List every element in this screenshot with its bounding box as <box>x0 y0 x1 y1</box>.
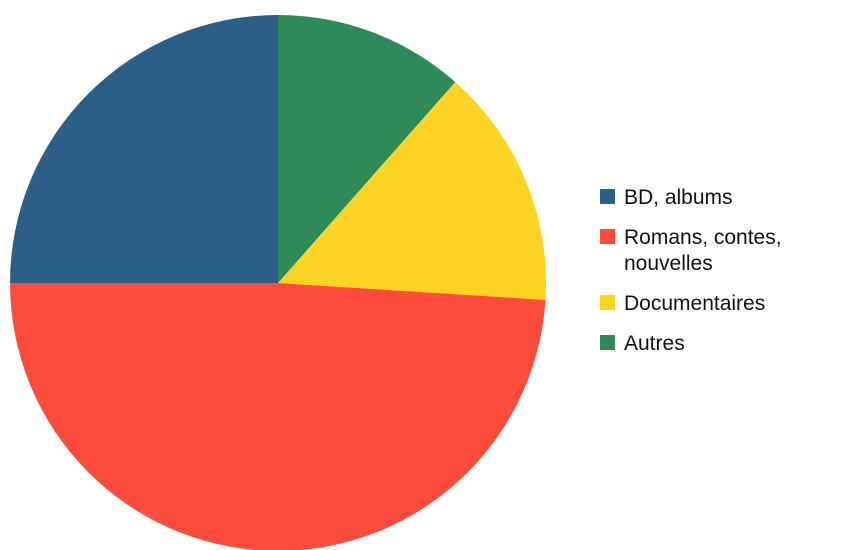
legend-item: Autres <box>600 332 685 355</box>
legend-label: Romans, contes, <box>624 226 782 249</box>
legend-label: BD, albums <box>624 186 733 209</box>
legend-swatch <box>600 295 615 310</box>
legend-item: Documentaires <box>600 292 765 315</box>
legend-label: Autres <box>624 332 685 355</box>
pie-slice-autres <box>278 15 456 283</box>
legend: BD, albums Romans, contes, nouvelles Docume… <box>600 186 782 355</box>
legend-swatch <box>600 189 615 204</box>
legend-item: BD, albums <box>600 186 733 209</box>
pie-slice-documentaires <box>278 81 546 300</box>
legend-swatch <box>600 229 615 244</box>
pie-slice-romans-contes-nouvelles <box>10 283 546 550</box>
legend-label: Documentaires <box>624 292 765 315</box>
legend-swatch <box>600 335 615 350</box>
pie-slices <box>10 15 546 550</box>
pie-slice-bd-albums <box>10 15 278 283</box>
legend-label: nouvelles <box>624 252 713 275</box>
legend-item: Romans, contes, nouvelles <box>600 226 782 275</box>
